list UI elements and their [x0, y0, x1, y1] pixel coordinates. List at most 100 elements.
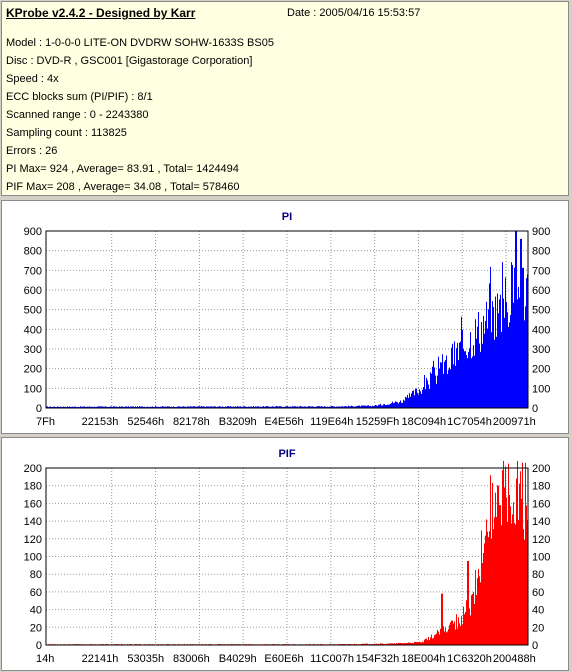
pi-bar	[289, 406, 290, 408]
pi-bar	[267, 406, 268, 408]
pi-bar	[377, 405, 378, 408]
pi-bar	[196, 406, 197, 408]
pi-bar	[257, 406, 258, 408]
pi-bar	[61, 406, 62, 408]
pi-bar	[488, 309, 489, 408]
pif-bar	[395, 643, 396, 645]
pi-bar	[143, 406, 144, 408]
pi-bar	[107, 406, 108, 408]
pi-bar	[461, 316, 462, 408]
pif-bar	[492, 482, 493, 645]
pi-bar	[58, 406, 59, 408]
info-model: Model : 1-0-0-0 LITE-ON DVDRW SOHW-1633S…	[6, 37, 274, 49]
pif-bar	[354, 643, 355, 645]
pi-bar	[75, 406, 76, 408]
pi-bar	[325, 406, 326, 408]
pi-bar	[60, 406, 61, 408]
pi-bar	[383, 404, 384, 408]
pi-bar	[125, 406, 126, 408]
pif-bar	[415, 641, 416, 645]
pi-bar	[287, 406, 288, 408]
pi-bar	[247, 406, 248, 408]
pi-bar	[305, 406, 306, 408]
pi-x-tick: E4E56h	[264, 416, 303, 428]
pi-bar	[346, 406, 347, 408]
pi-bar	[478, 312, 479, 408]
pi-x-tick: 119E64h	[310, 416, 353, 428]
pif-bar	[453, 623, 454, 645]
pi-bar	[240, 406, 241, 408]
pi-bar	[151, 406, 152, 408]
pi-y-tick-left: 400	[24, 324, 42, 336]
pi-bar	[456, 348, 457, 408]
pi-bar	[428, 384, 429, 408]
pi-bar	[212, 406, 213, 408]
pif-bar	[391, 643, 392, 645]
pif-bar	[461, 616, 462, 645]
pif-bar	[523, 528, 524, 645]
pi-bar	[353, 406, 354, 408]
pi-bar	[261, 406, 262, 408]
pi-bar	[417, 392, 418, 408]
pi-bar	[384, 404, 385, 408]
pif-bar	[394, 643, 395, 645]
pi-bar	[160, 406, 161, 408]
pif-bar	[502, 470, 503, 645]
pif-bar	[376, 643, 377, 645]
pif-bar	[478, 568, 479, 645]
pi-bar	[472, 356, 473, 408]
pi-bar	[482, 343, 483, 408]
pi-bar	[506, 302, 507, 408]
pif-bar	[448, 629, 449, 645]
pi-bar	[396, 401, 397, 408]
pif-y-tick-right: 80	[532, 569, 544, 581]
pi-bar	[337, 406, 338, 408]
pi-y-tick-right: 100	[532, 383, 550, 395]
pi-bar	[465, 351, 466, 408]
pif-bar	[435, 634, 436, 645]
pi-bar	[489, 283, 490, 408]
pi-y-tick-left: 200	[24, 364, 42, 376]
pif-bar	[440, 628, 441, 645]
pi-bar	[78, 406, 79, 408]
pi-bar	[256, 406, 257, 408]
pif-bar	[467, 560, 468, 645]
pi-bar	[259, 406, 260, 408]
pi-bar	[308, 406, 309, 408]
pi-bar	[254, 406, 255, 408]
pi-bar	[274, 406, 275, 408]
pif-bar	[363, 643, 364, 645]
pi-bar	[135, 406, 136, 408]
pif-bar	[433, 637, 434, 645]
pif-bar	[495, 492, 496, 645]
pif-bar	[498, 485, 499, 645]
pif-bar	[387, 643, 388, 645]
pi-bar	[424, 374, 425, 408]
pi-bar	[350, 406, 351, 408]
info-speed: Speed : 4x	[6, 73, 59, 85]
pi-bar	[507, 312, 508, 408]
pi-bar	[349, 406, 350, 408]
pif-bar	[428, 636, 429, 645]
pi-bar	[239, 406, 240, 408]
pif-bar	[388, 643, 389, 645]
pi-bar	[469, 348, 470, 408]
pi-bar	[452, 343, 453, 408]
pi-bar	[481, 322, 482, 408]
pi-bar	[276, 406, 277, 408]
pi-bar	[483, 315, 484, 408]
pif-bar	[386, 643, 387, 645]
pi-bar	[370, 405, 371, 408]
pi-bar	[463, 348, 464, 408]
pi-bar	[307, 406, 308, 408]
pif-bar	[469, 608, 470, 645]
pi-bar	[243, 406, 244, 408]
pi-bar	[364, 405, 365, 408]
pi-bar	[464, 351, 465, 408]
pi-bar	[231, 406, 232, 408]
pi-bar	[293, 406, 294, 408]
pi-bar	[152, 406, 153, 408]
pi-bar	[55, 406, 56, 408]
pif-bar	[393, 643, 394, 645]
pi-bar	[220, 406, 221, 408]
